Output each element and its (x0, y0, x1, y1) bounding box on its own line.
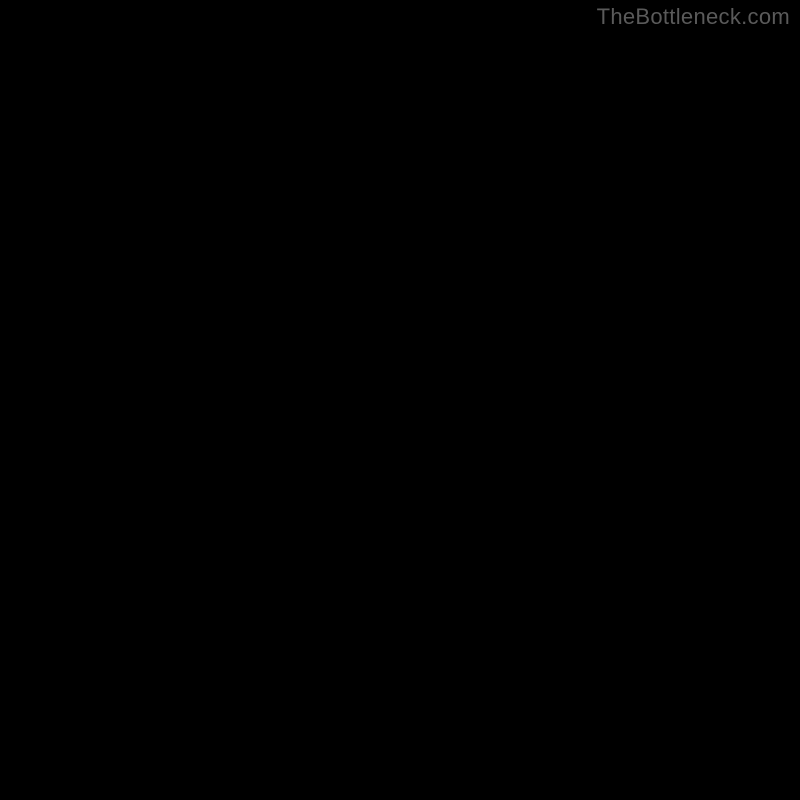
watermark-text: TheBottleneck.com (597, 4, 790, 30)
chart-container: TheBottleneck.com (0, 0, 800, 800)
outer-border (0, 0, 800, 800)
